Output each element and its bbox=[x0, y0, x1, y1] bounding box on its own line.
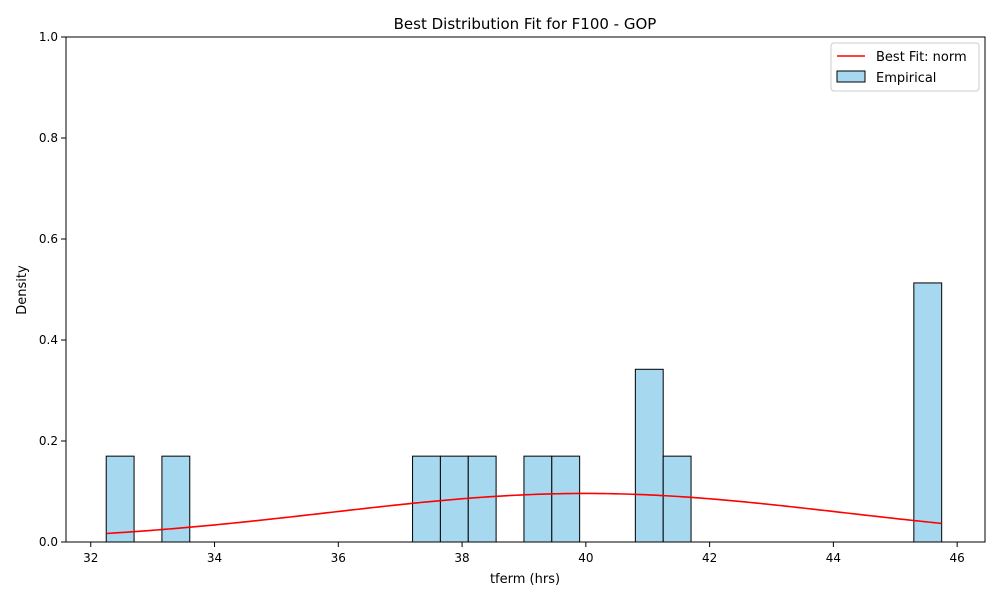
x-tick-label: 40 bbox=[578, 551, 593, 565]
histogram-bar bbox=[523, 455, 553, 543]
x-tick-label: 46 bbox=[950, 551, 965, 565]
y-tick-label: 0.0 bbox=[39, 535, 58, 549]
x-axis-ticks: 32 34 36 38 40 42 44 46 bbox=[83, 542, 965, 565]
x-tick-label: 42 bbox=[702, 551, 717, 565]
histogram-bar bbox=[412, 455, 441, 543]
chart-title: Best Distribution Fit for F100 - GOP bbox=[394, 15, 657, 33]
fit-curve-group bbox=[106, 492, 942, 535]
y-tick-label: 0.2 bbox=[39, 434, 58, 448]
legend-fit-label: Best Fit: norm bbox=[876, 50, 967, 65]
y-tick-label: 0.6 bbox=[39, 232, 58, 246]
histogram-bar bbox=[467, 455, 497, 543]
y-axis-label: Density bbox=[15, 265, 30, 315]
histogram-bar bbox=[551, 455, 581, 543]
histogram-bar bbox=[105, 455, 135, 543]
histogram-bar bbox=[634, 368, 664, 543]
x-tick-label: 36 bbox=[331, 551, 346, 565]
plot-frame bbox=[65, 36, 986, 543]
legend-empirical-swatch bbox=[836, 70, 866, 83]
x-tick-label: 38 bbox=[454, 551, 469, 565]
legend-box bbox=[830, 42, 980, 92]
y-tick-label: 0.4 bbox=[39, 333, 58, 347]
histogram-bar bbox=[913, 282, 943, 543]
y-axis-ticks: 0.0 0.2 0.4 0.6 0.8 1.0 bbox=[39, 30, 66, 549]
legend: Best Fit: norm Empirical bbox=[830, 42, 980, 92]
x-tick-label: 32 bbox=[83, 551, 98, 565]
fit-curve bbox=[106, 492, 942, 535]
legend-empirical-label: Empirical bbox=[876, 71, 936, 86]
y-tick-label: 0.8 bbox=[39, 131, 58, 145]
histogram-bars bbox=[105, 282, 943, 543]
y-tick-label: 1.0 bbox=[39, 30, 58, 44]
histogram-bar bbox=[662, 455, 692, 543]
x-tick-label: 44 bbox=[826, 551, 841, 565]
x-tick-label: 34 bbox=[207, 551, 222, 565]
x-axis-label: tferm (hrs) bbox=[490, 572, 560, 587]
